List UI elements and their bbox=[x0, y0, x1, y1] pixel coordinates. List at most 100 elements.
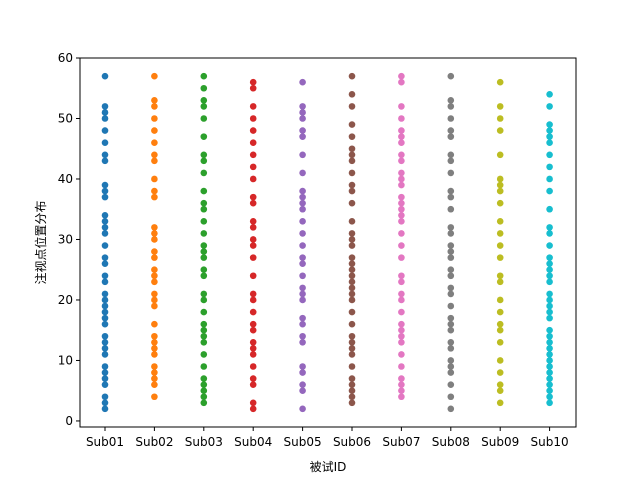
data-point bbox=[200, 254, 208, 261]
data-point bbox=[151, 193, 158, 201]
data-point bbox=[200, 230, 208, 237]
data-point bbox=[101, 224, 109, 231]
data-point bbox=[447, 224, 455, 231]
data-point bbox=[101, 381, 109, 388]
data-point bbox=[546, 345, 553, 352]
y-tick-label: 20 bbox=[58, 293, 73, 307]
data-point bbox=[546, 357, 553, 364]
data-point bbox=[151, 139, 158, 146]
data-point bbox=[249, 326, 257, 334]
y-tick-label: 10 bbox=[58, 353, 73, 367]
data-point bbox=[447, 115, 455, 122]
data-point bbox=[101, 242, 109, 249]
data-point bbox=[398, 181, 405, 189]
data-point bbox=[546, 163, 553, 171]
data-point bbox=[348, 242, 356, 249]
data-point bbox=[151, 236, 158, 243]
y-tick-label: 40 bbox=[58, 172, 73, 186]
data-point bbox=[299, 381, 306, 388]
data-point bbox=[249, 339, 257, 346]
data-point bbox=[200, 363, 208, 370]
data-point bbox=[348, 278, 356, 286]
data-point bbox=[101, 339, 109, 346]
data-point bbox=[200, 351, 208, 358]
data-point bbox=[447, 326, 455, 334]
data-point bbox=[101, 345, 109, 352]
data-point bbox=[299, 218, 306, 225]
data-point bbox=[496, 308, 504, 316]
data-point bbox=[398, 139, 405, 146]
data-point bbox=[101, 127, 109, 134]
data-point bbox=[299, 363, 306, 370]
data-point bbox=[496, 78, 504, 86]
data-point bbox=[249, 236, 257, 243]
data-point bbox=[101, 193, 109, 201]
data-point bbox=[546, 381, 553, 388]
data-point bbox=[249, 224, 257, 231]
data-point bbox=[447, 357, 455, 364]
data-point bbox=[496, 320, 504, 328]
data-point bbox=[348, 236, 356, 243]
data-point bbox=[546, 103, 553, 110]
data-point bbox=[447, 345, 455, 352]
data-point bbox=[249, 84, 257, 92]
data-point bbox=[398, 78, 405, 86]
data-point bbox=[101, 187, 109, 195]
data-point bbox=[447, 314, 455, 322]
data-point bbox=[496, 381, 504, 388]
data-point bbox=[151, 351, 158, 358]
data-point bbox=[101, 302, 109, 310]
data-point bbox=[249, 175, 257, 183]
data-point bbox=[447, 205, 455, 213]
data-point bbox=[496, 181, 504, 189]
data-point bbox=[200, 332, 208, 340]
x-axis-label: 被试ID bbox=[310, 459, 347, 474]
data-point bbox=[151, 230, 158, 237]
data-point bbox=[151, 157, 158, 165]
data-point bbox=[496, 326, 504, 334]
data-point bbox=[299, 230, 306, 237]
data-point bbox=[546, 151, 553, 159]
data-point bbox=[546, 363, 553, 370]
data-point bbox=[101, 290, 109, 298]
data-point bbox=[398, 363, 405, 370]
data-point bbox=[348, 254, 356, 261]
y-axis-label: 注视点位置分布 bbox=[33, 200, 48, 284]
data-point bbox=[200, 151, 208, 159]
data-point bbox=[348, 351, 356, 358]
x-tick-label: Sub08 bbox=[432, 435, 470, 449]
data-point bbox=[546, 272, 553, 280]
data-point bbox=[249, 127, 257, 134]
data-point bbox=[447, 339, 455, 346]
data-point bbox=[200, 187, 208, 195]
data-point bbox=[398, 115, 405, 122]
data-point bbox=[348, 387, 356, 395]
data-point bbox=[447, 187, 455, 195]
data-point bbox=[447, 302, 455, 310]
data-point bbox=[398, 151, 405, 159]
data-point bbox=[249, 405, 257, 413]
data-point bbox=[398, 157, 405, 165]
data-point bbox=[249, 345, 257, 352]
data-point bbox=[546, 393, 553, 401]
data-point bbox=[348, 399, 356, 407]
data-point bbox=[398, 387, 405, 395]
data-point bbox=[249, 199, 257, 207]
data-point bbox=[101, 399, 109, 407]
data-point bbox=[299, 193, 306, 201]
data-point bbox=[299, 387, 306, 395]
data-point bbox=[249, 242, 257, 249]
data-point bbox=[249, 296, 257, 304]
data-point bbox=[447, 369, 455, 376]
data-point bbox=[447, 193, 455, 201]
data-point bbox=[348, 308, 356, 316]
y-axis-ticks: 0 10 20 30 40 50 60 bbox=[58, 51, 80, 428]
data-point bbox=[546, 369, 553, 376]
x-tick-label: Sub05 bbox=[284, 435, 322, 449]
data-point bbox=[546, 90, 553, 98]
data-point bbox=[546, 127, 553, 134]
data-point bbox=[200, 115, 208, 122]
data-point bbox=[101, 151, 109, 159]
data-point bbox=[299, 169, 306, 177]
data-point bbox=[101, 109, 109, 116]
